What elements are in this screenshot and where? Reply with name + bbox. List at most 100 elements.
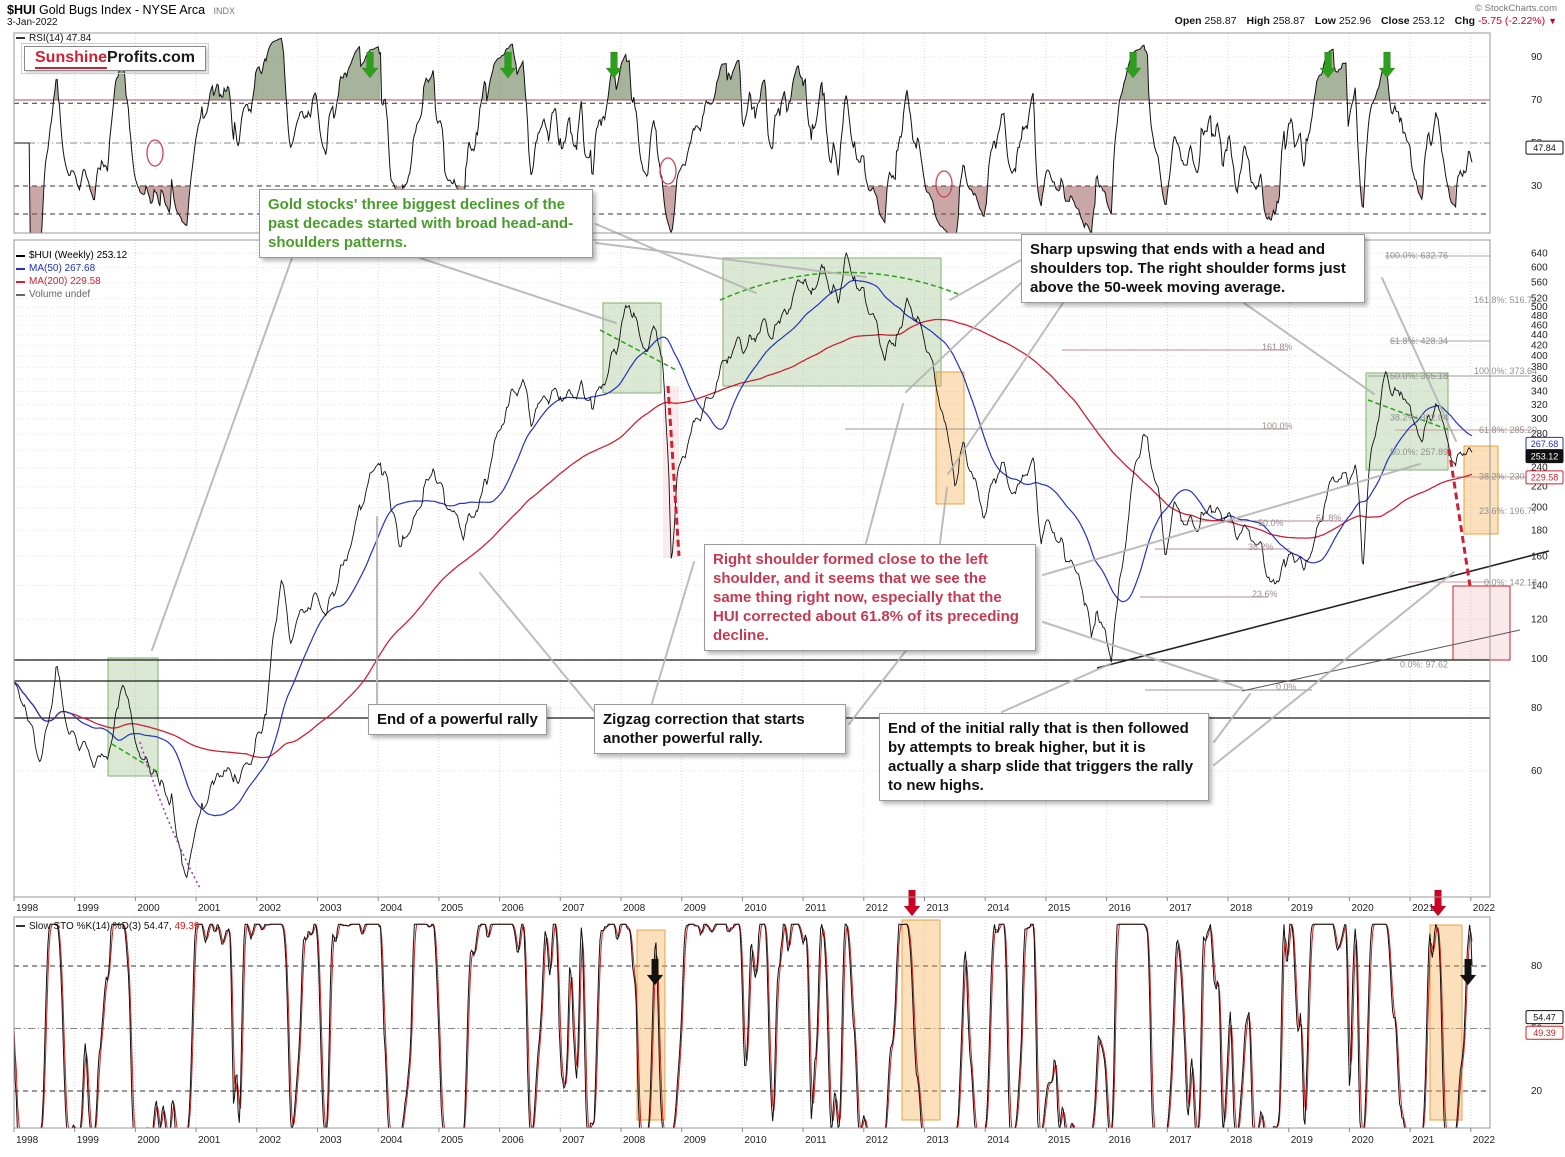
fib-percent-label: 23.6% bbox=[1252, 589, 1278, 599]
year-label: 2019 bbox=[1291, 1135, 1314, 1146]
sto-line-icon bbox=[16, 925, 25, 928]
price-axis-label: 360 bbox=[1531, 374, 1548, 385]
year-label: 2002 bbox=[259, 1135, 282, 1146]
year-label: 2000 bbox=[137, 1135, 160, 1146]
rsi-low-circle-icon bbox=[146, 139, 164, 167]
price-axis-label: 480 bbox=[1531, 311, 1548, 322]
legend-label: MA(200) 229.58 bbox=[29, 276, 101, 287]
year-label: 2005 bbox=[441, 1135, 464, 1146]
year-label: 2000 bbox=[137, 903, 160, 914]
price-axis-label: 320 bbox=[1531, 400, 1548, 411]
fib-percent-label: 161.8% bbox=[1262, 342, 1293, 352]
year-label: 2019 bbox=[1291, 903, 1314, 914]
exchange-tag: INDX bbox=[213, 6, 236, 16]
year-label: 2003 bbox=[320, 1135, 343, 1146]
legend-swatch-icon bbox=[16, 293, 25, 296]
legend-label: MA(50) 267.68 bbox=[29, 263, 96, 274]
copyright: © StockCharts.com bbox=[1475, 3, 1557, 14]
year-label: 1999 bbox=[77, 903, 100, 914]
year-label: 2015 bbox=[1048, 1135, 1071, 1146]
logo-part-2: Profits.com bbox=[107, 49, 196, 66]
rsi-series bbox=[14, 37, 1473, 233]
panel-border bbox=[13, 239, 1491, 898]
year-label: 2022 bbox=[1473, 903, 1496, 914]
fib-label: 0.0%: 142.13 bbox=[1484, 577, 1537, 587]
rsi-low-circle-icon bbox=[659, 157, 677, 185]
year-label: 2016 bbox=[1109, 903, 1132, 914]
hui-price-line bbox=[14, 251, 1473, 879]
year-label: 2011 bbox=[805, 1135, 827, 1146]
close-label: Close bbox=[1380, 15, 1410, 27]
quote-bar: Open 258.87 High 258.87 Low 252.96 Close 253… bbox=[1168, 15, 1557, 27]
price-axis-label: 600 bbox=[1531, 262, 1548, 273]
price-axis-label: 300 bbox=[1531, 414, 1548, 425]
year-label: 2005 bbox=[441, 903, 464, 914]
year-label: 2020 bbox=[1351, 1135, 1374, 1146]
fib-percent-label: 50.0% bbox=[1258, 518, 1284, 528]
year-label: 2021 bbox=[1412, 1135, 1435, 1146]
legend-swatch-icon bbox=[16, 254, 25, 257]
price-axis-label: 460 bbox=[1531, 320, 1548, 331]
year-label: 1998 bbox=[16, 903, 39, 914]
year-label: 2010 bbox=[744, 1135, 767, 1146]
ma200-line bbox=[14, 318, 1473, 759]
sunshine-profits-logo: SunshineProfits.com bbox=[20, 43, 210, 74]
year-label: 2002 bbox=[259, 903, 282, 914]
annotation-end-rally: End of a powerful rally bbox=[368, 704, 547, 736]
rsi-value-badge bbox=[1525, 140, 1564, 155]
sto-axis-label: 20 bbox=[1531, 1086, 1543, 1097]
open-value: 258.87 bbox=[1204, 15, 1237, 27]
fib-label: 38.2%: 302.04 bbox=[1390, 412, 1448, 422]
high-label: High bbox=[1246, 15, 1270, 27]
year-label: 2007 bbox=[562, 903, 585, 914]
annotation-initial-rally: End of the initial rally that is then fo… bbox=[879, 713, 1209, 802]
fib-label: 50.0%: 365.18 bbox=[1390, 371, 1448, 381]
fib-label: 161.8%: 516.71 bbox=[1474, 295, 1537, 305]
year-label: 2001 bbox=[198, 1135, 221, 1146]
sto-d-value-badge-label: 49.39 bbox=[1533, 1028, 1556, 1038]
price-axis-label: 440 bbox=[1531, 330, 1548, 341]
price-axis-label: 200 bbox=[1531, 503, 1548, 514]
fib-label: 38.2%: 230.57 bbox=[1479, 471, 1537, 481]
price-axis-label: 100 bbox=[1531, 654, 1548, 665]
rsi-low-circle-icon bbox=[935, 170, 953, 198]
year-label: 2017 bbox=[1169, 903, 1192, 914]
year-label: 2003 bbox=[320, 903, 343, 914]
logo-part-1: Sunshine bbox=[35, 49, 108, 69]
price-axis-label: 560 bbox=[1531, 277, 1548, 288]
legend-item: MA(50) 267.68 bbox=[16, 262, 127, 275]
chart-date: 3-Jan-2022 bbox=[7, 17, 58, 28]
fib-label: 0.0%: 97.62 bbox=[1400, 659, 1448, 669]
price-axis-label: 500 bbox=[1531, 302, 1548, 313]
price-axis-label: 420 bbox=[1531, 340, 1548, 351]
main-legend: $HUI (Weekly) 253.12 MA(50) 267.68 MA(200)… bbox=[16, 249, 127, 301]
low-value: 252.96 bbox=[1338, 15, 1372, 27]
year-label: 2004 bbox=[380, 903, 403, 914]
legend-item: $HUI (Weekly) 253.12 bbox=[16, 249, 127, 262]
red-down-arrow-icon bbox=[903, 889, 921, 917]
year-label: 2016 bbox=[1109, 1135, 1132, 1146]
annotation-hs-declines: Gold stocks' three biggest declines of t… bbox=[259, 189, 593, 259]
sto-k-value-badge bbox=[1525, 1010, 1564, 1025]
price-axis-label: 60 bbox=[1531, 766, 1543, 777]
green-down-arrow-icon bbox=[1124, 51, 1142, 79]
year-label: 2014 bbox=[987, 903, 1010, 914]
year-label: 2022 bbox=[1473, 1135, 1496, 1146]
chart-title: Gold Bugs Index - NYSE Arca bbox=[38, 3, 206, 17]
annotation-zigzag: Zigzag correction that starts another po… bbox=[594, 704, 846, 755]
year-label: 2008 bbox=[623, 903, 646, 914]
open-label: Open bbox=[1174, 15, 1202, 27]
rsi-axis-label: 70 bbox=[1531, 95, 1543, 106]
pattern-lines bbox=[111, 271, 1472, 889]
close-value-badge bbox=[1525, 449, 1564, 464]
green-down-arrow-icon bbox=[605, 51, 623, 79]
year-label: 2006 bbox=[502, 1135, 525, 1146]
green-down-arrow-icon bbox=[1319, 51, 1337, 79]
fib-percent-label: 100.0% bbox=[1262, 421, 1293, 431]
year-label: 2013 bbox=[927, 903, 950, 914]
fib-label: 100.0%: 373.64 bbox=[1474, 366, 1537, 376]
black-down-arrow-icon bbox=[1459, 958, 1477, 986]
fib-label: 61.8%: 428.34 bbox=[1390, 336, 1448, 346]
price-axis-label: 80 bbox=[1531, 703, 1543, 714]
year-label: 2012 bbox=[866, 903, 889, 914]
